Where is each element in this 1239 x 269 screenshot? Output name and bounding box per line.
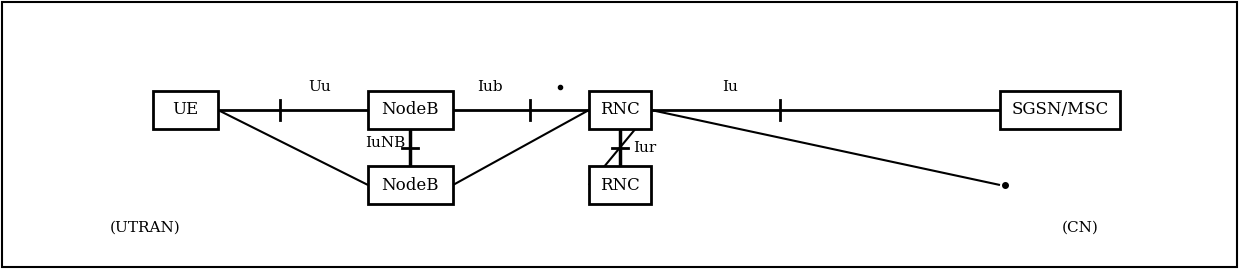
Text: SGSN/MSC: SGSN/MSC [1011,101,1109,119]
Bar [589,166,650,204]
Bar [368,91,452,129]
Text: Iub: Iub [477,80,503,94]
Text: NodeB: NodeB [382,176,439,193]
Text: Uu: Uu [309,80,331,94]
Text: UE: UE [172,101,198,119]
Bar [152,91,218,129]
Bar [1000,91,1120,129]
Text: IuNB: IuNB [364,136,405,150]
Text: (CN): (CN) [1062,221,1099,235]
Text: Iur: Iur [633,141,657,155]
Text: RNC: RNC [600,101,639,119]
Text: RNC: RNC [600,176,639,193]
Bar [368,166,452,204]
Text: NodeB: NodeB [382,101,439,119]
Text: (UTRAN): (UTRAN) [109,221,181,235]
Bar [589,91,650,129]
Text: Iu: Iu [722,80,738,94]
